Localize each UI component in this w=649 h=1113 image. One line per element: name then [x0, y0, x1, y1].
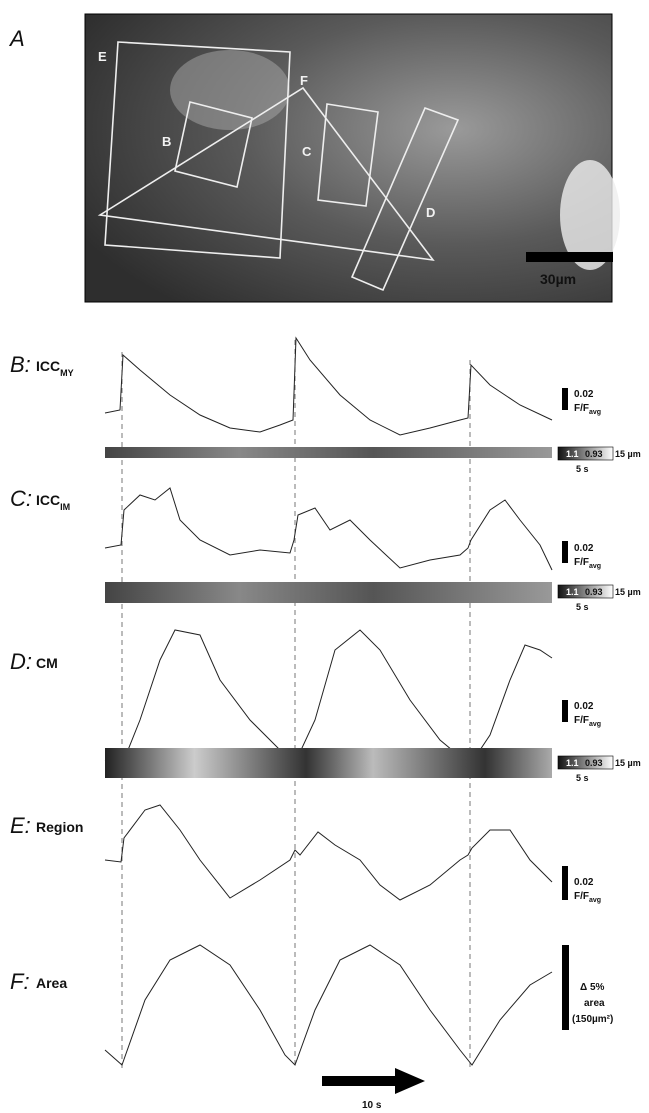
name: ICC	[36, 358, 60, 374]
colorbar-height: 15 µm	[615, 758, 641, 768]
scale-unit: F/Favg	[574, 403, 601, 416]
scale-value: 0.02	[574, 543, 594, 554]
scale-unit: F/Favg	[574, 891, 601, 904]
panel-label: E:	[10, 813, 31, 838]
scale-unit: F/Favg	[574, 715, 601, 728]
trace-name: Region	[36, 819, 83, 835]
scale-label: 30µm	[540, 271, 576, 287]
scale: 0.02 F/Favg 0.02 F/Favg 0.02 F/Favg 0.02…	[562, 388, 613, 1030]
colorbar-time: 5 s	[576, 773, 589, 783]
unit: F/F	[574, 891, 589, 902]
colorbar-min: 0.93	[585, 758, 603, 768]
linescan	[105, 748, 552, 778]
colorbar: 1.1 0.93 15 µm 5 s 1.1 0.93 15 µm 5 s 1.…	[558, 447, 641, 783]
trace	[105, 945, 552, 1065]
time-arrow	[322, 1068, 425, 1094]
scale-bar	[562, 945, 569, 1030]
subscript: IM	[60, 502, 70, 512]
colorbar-max: 1.1	[566, 587, 579, 597]
unit: F/F	[574, 403, 589, 414]
panel-label: C:	[10, 486, 32, 511]
scale-bar	[562, 700, 568, 722]
scale-bar	[526, 252, 613, 262]
colorbar-min: 0.93	[585, 449, 603, 459]
bright-area	[170, 50, 290, 130]
unit: F/F	[574, 715, 589, 726]
trace-name: Area	[36, 975, 67, 991]
scale-unit: F/Favg	[574, 557, 601, 570]
colorbar-time: 5 s	[576, 602, 589, 612]
colorbar-height: 15 µm	[615, 449, 641, 459]
scale-value: 0.02	[574, 877, 594, 888]
scale-bar	[562, 866, 568, 900]
roi-label: B	[162, 134, 171, 149]
trace	[105, 338, 552, 435]
panel-label: A	[8, 26, 25, 51]
colorbar-max: 1.1	[566, 758, 579, 768]
time-label: 10 s	[362, 1100, 382, 1111]
colorbar-max: 1.1	[566, 449, 579, 459]
scale-bar	[562, 541, 568, 563]
trace	[105, 805, 552, 900]
panel-label: B:	[10, 352, 31, 377]
subscript: avg	[589, 721, 601, 728]
subscript: avg	[589, 897, 601, 904]
scale-unit: (150µm²)	[572, 1014, 613, 1025]
colorbar-height: 15 µm	[615, 587, 641, 597]
colorbar-min: 0.93	[585, 587, 603, 597]
panel-label: D:	[10, 649, 32, 674]
linescan	[105, 447, 552, 458]
linescan	[105, 582, 552, 603]
scale-value: Δ 5%	[580, 982, 605, 993]
trace	[105, 488, 552, 570]
scale-value: 0.02	[574, 701, 594, 712]
colorbar-time: 5 s	[576, 464, 589, 474]
name: ICC	[36, 492, 60, 508]
panel-label: F:	[10, 969, 30, 994]
trace	[105, 630, 552, 765]
roi-label: D	[426, 205, 435, 220]
subscript: avg	[589, 409, 601, 416]
scale-unit: area	[584, 998, 605, 1009]
figure: A E F B C D 30µm B: ICCMY C: ICCIM D: CM…	[0, 0, 649, 1113]
unit: F/F	[574, 557, 589, 568]
roi-label: C	[302, 144, 312, 159]
trace-name: CM	[36, 655, 58, 671]
scale-bar	[562, 388, 568, 410]
subscript: MY	[60, 368, 74, 378]
trace-name: ICCMY	[36, 358, 74, 378]
subscript: avg	[589, 563, 601, 570]
roi-label: E	[98, 49, 107, 64]
trace-name: ICCIM	[36, 492, 70, 512]
roi-label: F	[300, 73, 308, 88]
scale-value: 0.02	[574, 389, 594, 400]
